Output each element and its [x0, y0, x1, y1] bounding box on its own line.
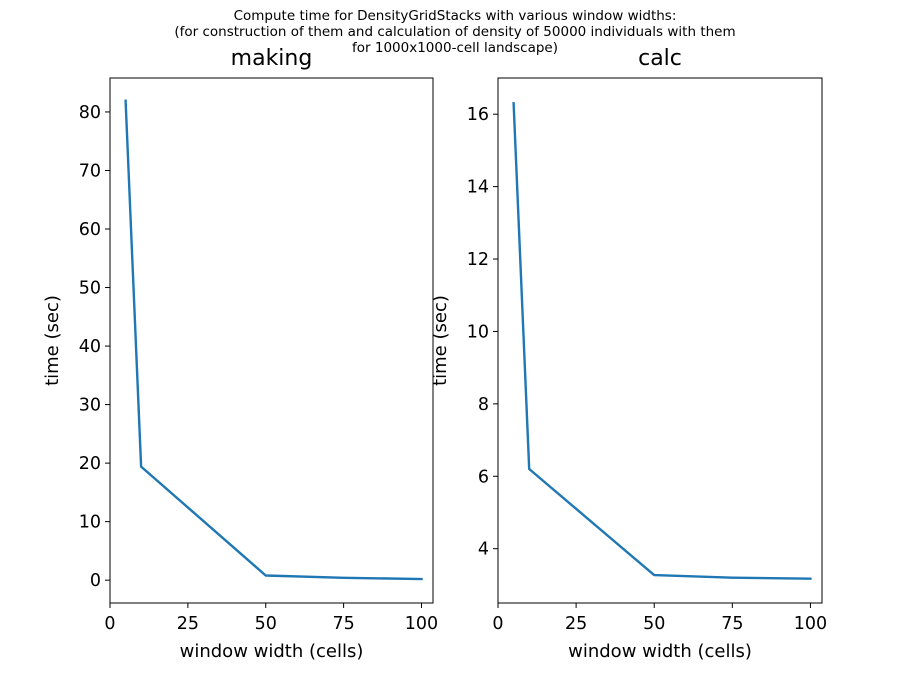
y-axis-label: time (sec) [430, 295, 451, 386]
y-tick-label: 40 [79, 337, 101, 357]
y-tick-label: 16 [467, 105, 489, 125]
x-tick-label: 50 [643, 614, 665, 634]
y-tick-label: 70 [79, 161, 101, 181]
x-axis-label: window width (cells) [180, 641, 364, 662]
figure-title-line-3: for 1000x1000-cell landscape) [352, 40, 558, 56]
figure-title-line-1: Compute time for DensityGridStacks with … [233, 8, 677, 24]
y-tick-label: 60 [79, 220, 101, 240]
plot-frame [109, 77, 434, 604]
y-tick-label: 8 [478, 395, 489, 415]
panel-2: 0 25 50 75 100 4 6 8 10 12 14 16 calc window width (c… [430, 46, 827, 662]
y-tick-label: 4 [478, 540, 489, 560]
x-tick-label: 0 [492, 614, 503, 634]
y-tick-label: 50 [79, 279, 101, 299]
x-tick-label: 25 [177, 614, 199, 634]
figure-title-line-2: (for construction of them and calculatio… [174, 24, 736, 40]
y-tick-label: 20 [79, 454, 101, 474]
y-tick-label: 14 [467, 178, 489, 198]
y-axis-label: time (sec) [42, 295, 63, 386]
x-tick-label: 100 [794, 614, 827, 634]
x-axis-label: window width (cells) [568, 641, 752, 662]
y-tick-label: 10 [467, 322, 489, 342]
x-tick-label: 50 [255, 614, 277, 634]
y-tick-label: 80 [79, 103, 101, 123]
x-tick-label: 100 [405, 614, 438, 634]
x-tick-label: 75 [721, 614, 743, 634]
y-tick-label: 10 [79, 513, 101, 533]
x-tick-label: 0 [104, 614, 115, 634]
y-tick-label: 6 [478, 467, 489, 487]
x-tick-label: 75 [332, 614, 354, 634]
panel-title: making [231, 46, 313, 71]
panel-title: calc [638, 46, 682, 71]
y-tick-label: 0 [90, 571, 101, 591]
plot-frame [497, 77, 823, 604]
y-tick-label: 12 [467, 250, 489, 270]
x-tick-label: 25 [565, 614, 587, 634]
panel-1: 0 25 50 75 100 0 10 20 30 40 50 60 70 80 making window … [42, 46, 438, 662]
series-line [124, 99, 423, 581]
series-line [512, 102, 812, 580]
y-tick-label: 30 [79, 396, 101, 416]
